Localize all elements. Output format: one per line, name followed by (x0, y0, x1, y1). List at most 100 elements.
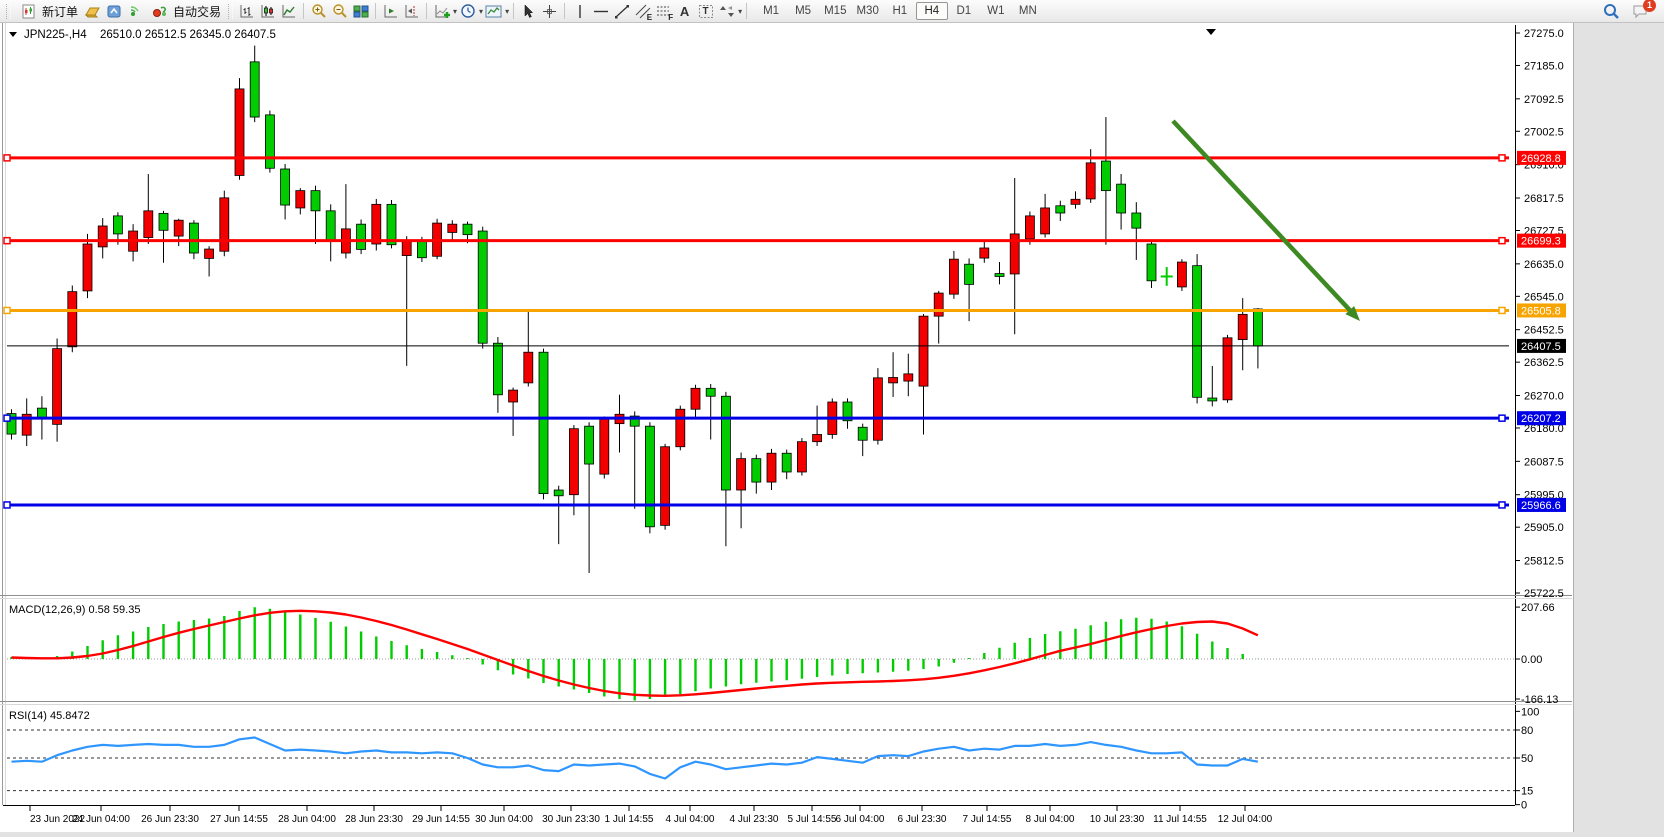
auto-trading-button[interactable]: 自动交易 (145, 2, 225, 21)
templates-icon[interactable] (485, 3, 502, 20)
svg-text:80: 80 (1521, 725, 1533, 737)
notification-badge[interactable]: 1 (1643, 0, 1656, 12)
hline-objects-top-layer[interactable] (3, 154, 1509, 509)
candle-11 (173, 219, 184, 237)
toolbar-right-tools: 1 (1601, 0, 1661, 20)
indicators-icon[interactable] (433, 3, 450, 20)
candle-63 (964, 263, 974, 285)
zoom-in-icon[interactable] (310, 3, 327, 20)
price-label-26207.2 (1517, 411, 1566, 426)
svg-text:25966.6: 25966.6 (1521, 500, 1561, 512)
timeframe-d1-button[interactable]: D1 (956, 5, 972, 17)
fibonacci-icon[interactable]: F (655, 3, 673, 22)
timeframe-h4-button[interactable]: H4 (915, 2, 948, 20)
main-toolbar: 新订单 自动交易 ▾ (0, 0, 1664, 23)
chart-window: 27275.0 27185.0 27092.5 27002.5 26910.0 26817… (0, 23, 1574, 832)
zoom-out-icon[interactable] (331, 3, 348, 20)
periods-dropdown-arrow[interactable]: ▾ (479, 6, 484, 16)
candle-61 (933, 292, 944, 317)
chart-shift-icon[interactable] (403, 3, 420, 20)
candle-43 (660, 446, 670, 526)
text-label-icon[interactable]: T (697, 3, 714, 20)
timeframe-group: M1 M5 M15 M30 H1 H4 D1 W1 MN (755, 2, 1044, 20)
notifications-icon[interactable]: 1 (1632, 0, 1656, 20)
candle-32 (492, 342, 503, 396)
candle-81 (1237, 313, 1248, 341)
candlestick-chart-icon[interactable] (259, 3, 276, 20)
candle-67 (1025, 215, 1035, 240)
auto-scroll-icon[interactable] (382, 3, 399, 20)
toolbar-separator (746, 3, 748, 19)
bar-chart-icon[interactable] (238, 3, 255, 20)
crosshair-icon[interactable] (541, 3, 558, 20)
toolbar-separator (426, 3, 428, 19)
candle-50 (766, 452, 777, 483)
signals-icon[interactable] (126, 3, 143, 20)
candle-64 (979, 247, 990, 259)
periods-icon[interactable] (459, 3, 476, 20)
tile-windows-icon[interactable] (352, 3, 369, 20)
arrows-dropdown-arrow[interactable]: ▾ (738, 6, 743, 16)
history-center-icon[interactable] (105, 3, 122, 20)
auto-trading-icon (151, 3, 168, 20)
vertical-line-icon[interactable] (571, 3, 588, 20)
toolbar-separator (513, 3, 515, 19)
candle-4 (67, 291, 78, 348)
svg-text:25905.0: 25905.0 (1524, 522, 1564, 534)
templates-dropdown-arrow[interactable]: ▾ (505, 6, 510, 16)
timeframe-m15-button[interactable]: M15 (824, 5, 847, 17)
time-label: 11 Jul 14:55 (1153, 814, 1207, 825)
timeframe-mn-button[interactable]: MN (1018, 5, 1037, 17)
toolbar-separator (564, 3, 566, 19)
search-icon[interactable] (1603, 3, 1620, 20)
svg-text:0.00: 0.00 (1521, 654, 1542, 666)
candle-19 (295, 190, 306, 209)
time-label: 6 Jul 23:30 (898, 814, 947, 825)
timeframe-m5-button[interactable]: M5 (795, 5, 812, 17)
candle-53 (812, 434, 822, 443)
svg-text:26270.0: 26270.0 (1524, 391, 1564, 403)
candle-21 (325, 210, 336, 241)
time-label: 6 Jul 04:00 (836, 814, 885, 825)
timeframe-m1-button[interactable]: M1 (763, 5, 780, 17)
indicators-dropdown-arrow[interactable]: ▾ (453, 6, 458, 16)
time-label: 5 Jul 14:55 (788, 814, 837, 825)
scroll-to-end-marker[interactable] (1206, 29, 1216, 35)
time-label: 23 Jun 2022 (30, 814, 85, 825)
chart-canvas: 27275.027185.027092.527002.526910.026817… (0, 23, 1572, 825)
candle-31 (477, 230, 488, 344)
equidistant-channel-icon[interactable]: E (634, 3, 652, 22)
candle-35 (538, 351, 549, 495)
timeframe-m30-button[interactable]: M30 (856, 5, 879, 17)
time-label: 29 Jun 14:55 (412, 814, 470, 825)
svg-text:26635.0: 26635.0 (1524, 259, 1564, 271)
price-label-26505.8 (1517, 303, 1566, 318)
candle-73 (1116, 183, 1126, 214)
new-order-button[interactable]: 新订单 (14, 2, 82, 21)
trend-arrow-object[interactable] (1171, 119, 1360, 321)
price-axis[interactable]: 27275.027185.027092.527002.526910.026817… (1515, 28, 1566, 600)
horizontal-line-icon[interactable] (592, 3, 609, 20)
text-tool-icon[interactable]: A (676, 3, 693, 20)
rsi-panel: 100 80 50 15 0 (7, 706, 1539, 812)
one-click-collapse-icon[interactable] (9, 32, 17, 37)
charts-profile-icon[interactable] (84, 3, 101, 20)
candle-62 (949, 258, 959, 295)
time-label: 30 Jun 04:00 (475, 814, 533, 825)
cursor-icon[interactable] (520, 3, 537, 20)
time-label: 26 Jun 23:30 (141, 814, 199, 825)
arrows-tool-icon[interactable] (718, 3, 735, 20)
trendline-icon[interactable] (613, 3, 630, 20)
line-chart-icon[interactable] (280, 3, 297, 20)
candle-57 (873, 377, 883, 441)
price-label-26407.5 (1517, 338, 1566, 353)
svg-text:27185.0: 27185.0 (1524, 60, 1564, 72)
toolbar-grip (6, 3, 11, 19)
timeframe-h1-button[interactable]: H1 (892, 5, 908, 17)
svg-text:26207.2: 26207.2 (1521, 413, 1561, 425)
svg-text:26087.5: 26087.5 (1524, 456, 1564, 468)
timeframe-w1-button[interactable]: W1 (987, 5, 1005, 17)
time-label: 8 Jul 04:00 (1026, 814, 1075, 825)
